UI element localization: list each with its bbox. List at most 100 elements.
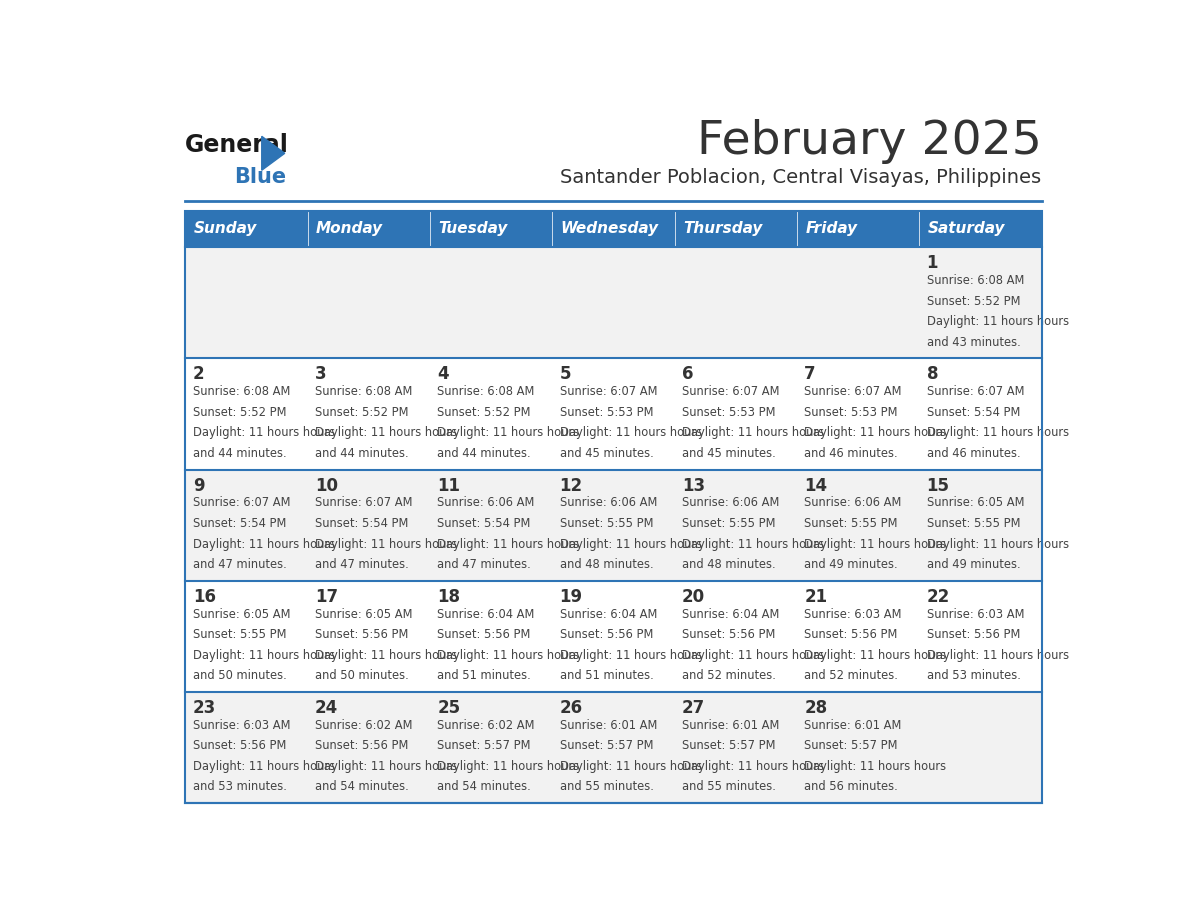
Bar [552, 358, 675, 469]
Text: Daylight: 11 hours hours: Daylight: 11 hours hours [560, 649, 702, 662]
Text: Sunrise: 6:06 AM: Sunrise: 6:06 AM [560, 497, 657, 509]
Text: Blue: Blue [234, 167, 286, 186]
Text: Daylight: 11 hours hours: Daylight: 11 hours hours [437, 760, 580, 773]
Text: Sunrise: 6:08 AM: Sunrise: 6:08 AM [315, 386, 412, 398]
Bar [920, 469, 1042, 581]
Text: Sunset: 5:54 PM: Sunset: 5:54 PM [192, 517, 286, 530]
Bar [797, 358, 920, 469]
Text: 24: 24 [315, 699, 339, 717]
Text: Sunset: 5:55 PM: Sunset: 5:55 PM [560, 517, 653, 530]
Text: Daylight: 11 hours hours: Daylight: 11 hours hours [315, 760, 457, 773]
Text: Daylight: 11 hours hours: Daylight: 11 hours hours [192, 538, 335, 551]
Bar [308, 210, 430, 247]
Text: 2: 2 [192, 365, 204, 384]
Text: 15: 15 [927, 476, 949, 495]
Text: Sunrise: 6:07 AM: Sunrise: 6:07 AM [927, 386, 1024, 398]
Text: Sunrise: 6:08 AM: Sunrise: 6:08 AM [437, 386, 535, 398]
Text: Tuesday: Tuesday [438, 221, 507, 237]
Text: Sunrise: 6:07 AM: Sunrise: 6:07 AM [192, 497, 290, 509]
Bar [430, 247, 552, 358]
Text: Sunday: Sunday [194, 221, 257, 237]
Text: 26: 26 [560, 699, 583, 717]
Text: and 51 minutes.: and 51 minutes. [560, 669, 653, 682]
Text: and 50 minutes.: and 50 minutes. [192, 669, 286, 682]
Text: 12: 12 [560, 476, 583, 495]
Text: Daylight: 11 hours hours: Daylight: 11 hours hours [437, 538, 580, 551]
Text: and 49 minutes.: and 49 minutes. [804, 558, 898, 571]
Text: Daylight: 11 hours hours: Daylight: 11 hours hours [804, 538, 947, 551]
Text: Sunset: 5:56 PM: Sunset: 5:56 PM [192, 739, 286, 752]
Text: 20: 20 [682, 588, 706, 606]
Text: Daylight: 11 hours hours: Daylight: 11 hours hours [315, 426, 457, 440]
Text: Sunset: 5:56 PM: Sunset: 5:56 PM [315, 739, 409, 752]
Text: Saturday: Saturday [928, 221, 1005, 237]
Text: Sunset: 5:57 PM: Sunset: 5:57 PM [437, 739, 531, 752]
Text: Sunrise: 6:02 AM: Sunrise: 6:02 AM [315, 719, 412, 732]
Text: Daylight: 11 hours hours: Daylight: 11 hours hours [437, 426, 580, 440]
Text: Sunrise: 6:02 AM: Sunrise: 6:02 AM [437, 719, 535, 732]
Text: 1: 1 [927, 254, 939, 273]
Bar [430, 210, 552, 247]
Text: Daylight: 11 hours hours: Daylight: 11 hours hours [192, 760, 335, 773]
Bar [797, 692, 920, 803]
Text: Sunrise: 6:06 AM: Sunrise: 6:06 AM [437, 497, 535, 509]
Bar [552, 692, 675, 803]
Text: Daylight: 11 hours hours: Daylight: 11 hours hours [927, 649, 1069, 662]
Text: 7: 7 [804, 365, 816, 384]
Text: 4: 4 [437, 365, 449, 384]
Text: and 44 minutes.: and 44 minutes. [315, 447, 409, 460]
Text: Sunset: 5:54 PM: Sunset: 5:54 PM [315, 517, 409, 530]
Text: Daylight: 11 hours hours: Daylight: 11 hours hours [682, 649, 824, 662]
Text: Sunset: 5:54 PM: Sunset: 5:54 PM [437, 517, 531, 530]
Bar [308, 581, 430, 692]
Text: Sunset: 5:57 PM: Sunset: 5:57 PM [560, 739, 653, 752]
Text: 3: 3 [315, 365, 327, 384]
Bar [920, 358, 1042, 469]
Bar [675, 247, 797, 358]
Text: Sunrise: 6:03 AM: Sunrise: 6:03 AM [804, 608, 902, 621]
Text: Daylight: 11 hours hours: Daylight: 11 hours hours [560, 760, 702, 773]
Bar [675, 210, 797, 247]
Bar [185, 358, 308, 469]
Text: Daylight: 11 hours hours: Daylight: 11 hours hours [560, 538, 702, 551]
Bar [308, 469, 430, 581]
Text: 16: 16 [192, 588, 216, 606]
Bar [185, 247, 308, 358]
Bar [185, 210, 308, 247]
Text: Sunset: 5:52 PM: Sunset: 5:52 PM [927, 295, 1020, 308]
Text: Daylight: 11 hours hours: Daylight: 11 hours hours [927, 426, 1069, 440]
Bar [552, 469, 675, 581]
Text: Sunrise: 6:01 AM: Sunrise: 6:01 AM [804, 719, 902, 732]
Text: Sunset: 5:52 PM: Sunset: 5:52 PM [315, 406, 409, 419]
Text: 18: 18 [437, 588, 460, 606]
Bar [920, 247, 1042, 358]
Text: Sunset: 5:57 PM: Sunset: 5:57 PM [804, 739, 898, 752]
Text: and 45 minutes.: and 45 minutes. [682, 447, 776, 460]
Text: Sunset: 5:52 PM: Sunset: 5:52 PM [437, 406, 531, 419]
Text: and 55 minutes.: and 55 minutes. [682, 780, 776, 793]
Bar [308, 358, 430, 469]
Text: and 53 minutes.: and 53 minutes. [192, 780, 286, 793]
Bar [430, 469, 552, 581]
Text: and 46 minutes.: and 46 minutes. [927, 447, 1020, 460]
Text: Sunset: 5:56 PM: Sunset: 5:56 PM [804, 628, 898, 641]
Text: Sunrise: 6:06 AM: Sunrise: 6:06 AM [804, 497, 902, 509]
Text: 27: 27 [682, 699, 706, 717]
Text: Daylight: 11 hours hours: Daylight: 11 hours hours [682, 426, 824, 440]
Text: and 56 minutes.: and 56 minutes. [804, 780, 898, 793]
Text: Sunrise: 6:07 AM: Sunrise: 6:07 AM [560, 386, 657, 398]
Text: February 2025: February 2025 [696, 119, 1042, 164]
Text: Thursday: Thursday [683, 221, 763, 237]
Text: 21: 21 [804, 588, 827, 606]
Text: and 55 minutes.: and 55 minutes. [560, 780, 653, 793]
Text: and 44 minutes.: and 44 minutes. [192, 447, 286, 460]
Bar [185, 210, 1042, 803]
Text: Sunset: 5:56 PM: Sunset: 5:56 PM [560, 628, 653, 641]
Text: and 53 minutes.: and 53 minutes. [927, 669, 1020, 682]
Text: Daylight: 11 hours hours: Daylight: 11 hours hours [192, 426, 335, 440]
Text: Daylight: 11 hours hours: Daylight: 11 hours hours [682, 538, 824, 551]
Text: Daylight: 11 hours hours: Daylight: 11 hours hours [804, 649, 947, 662]
Bar [552, 247, 675, 358]
Text: and 45 minutes.: and 45 minutes. [560, 447, 653, 460]
Bar [675, 581, 797, 692]
